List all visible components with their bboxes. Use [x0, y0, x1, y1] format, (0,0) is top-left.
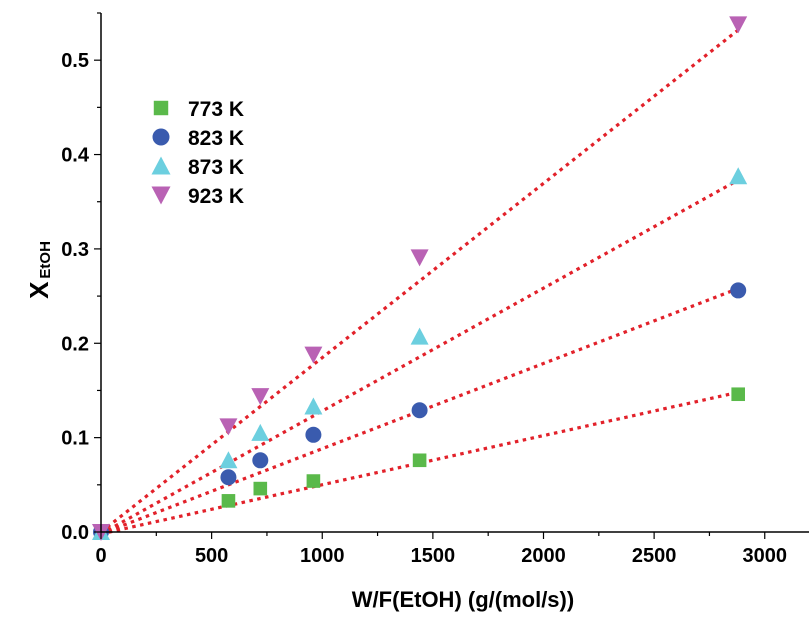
fit-line-873-k	[100, 178, 739, 536]
x-tick-label: 1000	[300, 545, 345, 567]
data-point-823-k	[220, 469, 237, 486]
y-tick-label: 0.3	[61, 239, 89, 261]
fit-line-823-k	[100, 287, 739, 536]
fit-lines	[100, 28, 740, 536]
legend-label-873-k: 873 K	[188, 156, 244, 179]
legend-marker-923-k	[151, 186, 171, 205]
legend-marker-873-k	[151, 156, 171, 175]
y-tick-label: 0.0	[61, 522, 89, 544]
svg-text:XEtOH: X EtOH	[24, 241, 54, 299]
data-point-823-k	[411, 402, 428, 419]
legend-label-923-k: 923 K	[188, 185, 244, 208]
y-tick-label: 0.4	[61, 145, 90, 167]
data-point-823-k	[252, 452, 269, 469]
legend-marker-823-k	[152, 128, 170, 146]
x-tick-label: 2500	[632, 545, 677, 567]
y-axis-title-main: X	[24, 281, 54, 299]
data-point-873-k	[251, 423, 270, 441]
y-tick-label: 0.1	[61, 428, 89, 450]
x-tick-label: 1500	[411, 545, 456, 567]
x-tick-label: 2000	[521, 545, 566, 567]
data-point-773-k	[306, 474, 321, 488]
data-point-823-k	[730, 282, 747, 299]
y-tick-label: 0.5	[61, 50, 89, 72]
data-point-923-k	[304, 346, 323, 364]
y-axis-title-subscript: EtOH	[37, 241, 54, 279]
x-tick-label: 500	[195, 545, 228, 567]
data-point-873-k	[410, 327, 429, 345]
data-point-773-k	[731, 387, 745, 402]
legend-label-773-k: 773 K	[188, 98, 244, 121]
data-point-773-k	[412, 453, 427, 468]
axes: 0 500 1000 1500 2000 2500 3000 0.0 0.1 0.2 0.3 0.4 0…	[61, 12, 809, 567]
data-point-823-k	[305, 426, 322, 443]
data-point-873-k	[219, 451, 238, 469]
legend: 773 K 823 K 873 K 923 K	[151, 98, 244, 208]
data-point-773-k	[253, 481, 268, 496]
data-point-773-k	[221, 494, 236, 508]
x-axis-title: W/F(EtOH) (g/(mol/s))	[352, 587, 574, 612]
data-point-873-k	[729, 167, 748, 185]
data-point-923-k	[251, 388, 270, 406]
y-axis-title: X EtOH	[24, 241, 54, 299]
legend-label-823-k: 823 K	[188, 127, 244, 150]
data-point-873-k	[304, 397, 323, 415]
x-tick-label: 3000	[743, 545, 788, 567]
y-tick-label: 0.2	[61, 333, 89, 355]
data-point-923-k	[410, 249, 429, 267]
data-point-923-k	[729, 16, 748, 34]
data-point-923-k	[219, 418, 238, 436]
legend-marker-773-k	[153, 100, 169, 116]
x-tick-label: 0	[95, 545, 106, 567]
